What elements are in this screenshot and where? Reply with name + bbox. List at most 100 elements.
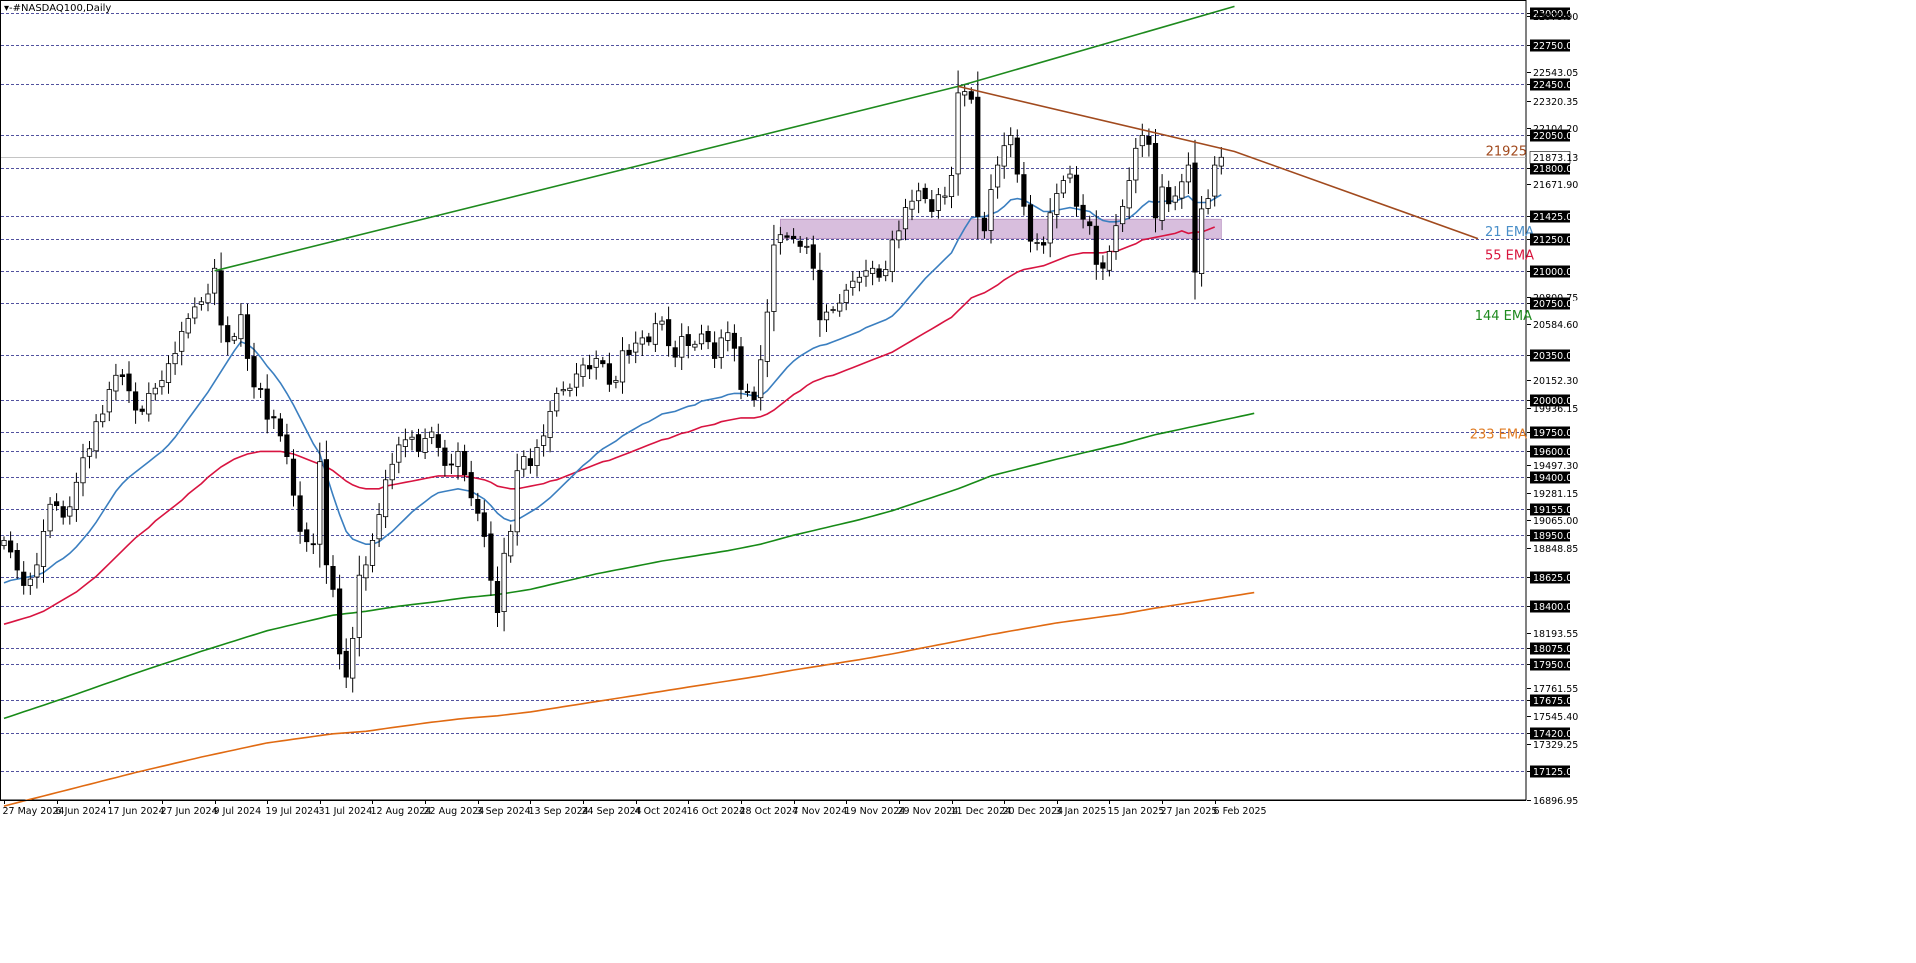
candle	[93, 414, 99, 459]
candle	[508, 524, 514, 563]
candle	[34, 552, 40, 589]
candle	[666, 306, 672, 357]
y-tick-box	[1530, 39, 1570, 52]
y-tick-box	[1530, 426, 1570, 439]
y-tick-box	[1530, 265, 1570, 278]
candle	[659, 316, 665, 331]
y-tick-box	[1530, 349, 1570, 362]
candle	[1021, 162, 1027, 216]
candle	[119, 369, 125, 386]
x-tick-label: 15 Jan 2025	[1108, 806, 1165, 817]
y-tick-box	[1530, 694, 1570, 707]
candle	[1172, 186, 1178, 211]
candle	[771, 224, 777, 332]
candle	[21, 561, 27, 595]
candle	[277, 413, 284, 442]
candle	[179, 321, 185, 366]
candle	[455, 442, 461, 480]
candle	[100, 405, 106, 428]
candle	[830, 306, 836, 314]
candle	[626, 344, 632, 364]
y-tick-label: 19750.00	[1533, 428, 1578, 439]
candle	[172, 341, 178, 375]
candle	[889, 230, 895, 283]
candle	[547, 400, 553, 453]
candle	[185, 313, 191, 339]
y-tick-box	[1530, 727, 1570, 740]
candle	[929, 190, 935, 218]
y-tick-label: 22050.00	[1533, 131, 1578, 142]
candle	[633, 331, 639, 364]
y-tick-box	[1530, 503, 1570, 516]
x-tick-label: 22 Aug 2024	[424, 806, 485, 817]
candle	[560, 381, 566, 396]
candle	[356, 555, 362, 657]
candle	[1106, 245, 1112, 277]
y-tick-box	[1530, 658, 1570, 671]
candle	[409, 430, 415, 451]
x-tick-label: 3 Sep 2024	[477, 806, 531, 817]
ema-233-line	[3, 591, 1255, 807]
x-tick-label: 11 Dec 2024	[951, 806, 1012, 817]
annotation-label: 233 EMA	[1470, 428, 1527, 443]
candle	[1199, 196, 1205, 287]
candle	[152, 383, 158, 401]
y-tick-label: 19281.15	[1533, 489, 1578, 500]
x-tick-label: 7 Nov 2024	[793, 806, 848, 817]
candle	[317, 442, 323, 568]
candle	[692, 340, 698, 351]
trendlines	[214, 5, 1479, 272]
candle	[429, 426, 435, 445]
y-tick-box	[1530, 162, 1570, 175]
candle	[514, 453, 520, 546]
candle	[402, 428, 409, 458]
candles	[1, 70, 1224, 693]
candle	[435, 423, 441, 457]
y-tick-box	[1530, 233, 1570, 246]
y-tick-box	[1530, 129, 1570, 142]
candle	[448, 453, 455, 474]
candle	[613, 375, 619, 389]
candle	[376, 503, 382, 547]
y-tick-box	[1530, 529, 1570, 542]
y-tick-box	[1530, 7, 1570, 20]
candle	[758, 345, 764, 411]
candle	[784, 232, 790, 241]
candle	[955, 70, 961, 196]
candle	[988, 174, 994, 244]
candle	[494, 566, 501, 627]
x-tick-label: 4 Oct 2024	[635, 806, 688, 817]
candle	[165, 355, 172, 394]
x-tick-label: 27 Jun 2024	[161, 806, 218, 817]
y-tick-box	[1530, 297, 1570, 310]
candle	[652, 312, 659, 352]
current-price-label: 21873.13	[1533, 153, 1578, 164]
candle	[909, 189, 915, 221]
y-tick-label: 22750.00	[1533, 41, 1578, 52]
candle	[244, 303, 251, 371]
grid-lines	[0, 0, 1527, 801]
candle	[488, 521, 494, 596]
y-tick-label: 20584.60	[1533, 320, 1578, 331]
y-tick-label: 21671.90	[1533, 180, 1578, 191]
y-tick-box	[1530, 210, 1570, 223]
chart-title: ▾-#NASDAQ100,Daily	[4, 3, 112, 14]
candle	[264, 374, 270, 434]
candle	[731, 324, 738, 362]
candle	[192, 297, 198, 325]
candle	[1212, 156, 1218, 207]
candle	[60, 500, 66, 525]
candle	[14, 543, 20, 579]
candle	[823, 304, 830, 332]
y-tick-label: 22975.90	[1533, 12, 1578, 23]
candle	[619, 337, 626, 394]
x-tick-label: 27 Jan 2025	[1161, 806, 1218, 817]
y-tick-label: 18400.00	[1533, 602, 1578, 613]
y-tick-box	[1530, 600, 1570, 613]
y-tick-label: 20152.30	[1533, 376, 1578, 387]
candle	[382, 469, 389, 528]
candle	[942, 186, 948, 205]
